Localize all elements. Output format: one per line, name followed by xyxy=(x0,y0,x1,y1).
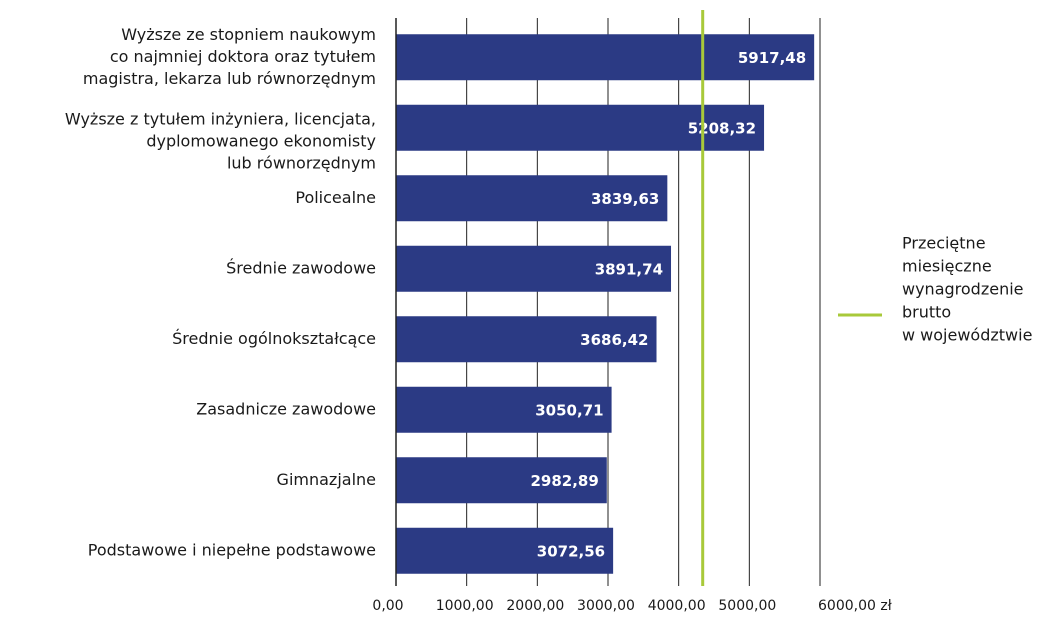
value-label: 2982,89 xyxy=(530,472,598,490)
category-label: Średnie ogólnokształcące xyxy=(172,329,376,348)
bar xyxy=(396,316,657,363)
bar xyxy=(396,457,607,504)
category-label: Wyższe ze stopniem naukowym xyxy=(121,25,376,44)
value-label: 5208,32 xyxy=(688,119,756,137)
value-label: 3891,74 xyxy=(595,260,663,278)
category-label: Podstawowe i niepełne podstawowe xyxy=(88,540,376,559)
x-tick-label: 2000,00 xyxy=(506,598,564,614)
category-label: lub równorzędnym xyxy=(227,153,376,172)
bar xyxy=(396,175,668,222)
category-label: magistra, lekarza lub równorzędnym xyxy=(83,69,376,88)
category-label: Policealne xyxy=(295,188,376,207)
legend-label: wynagrodzenie xyxy=(902,280,1024,299)
category-label: Gimnazjalne xyxy=(277,470,376,489)
legend-label: miesięczne xyxy=(902,257,992,276)
value-label: 3839,63 xyxy=(591,190,659,208)
legend-label: brutto xyxy=(902,303,951,322)
category-label: co najmniej doktora oraz tytułem xyxy=(110,47,376,66)
bar xyxy=(396,386,612,433)
x-tick-label: 0,00 xyxy=(372,598,403,614)
legend-label: w województwie xyxy=(902,326,1032,345)
category-label: Średnie zawodowe xyxy=(226,258,376,277)
x-tick-label: 6000,00 zł xyxy=(818,598,892,614)
x-tick-label: 5000,00 xyxy=(718,598,776,614)
x-tick-label: 1000,00 xyxy=(436,598,494,614)
bar xyxy=(396,527,614,574)
value-label: 3686,42 xyxy=(580,331,648,349)
value-label: 5917,48 xyxy=(738,49,806,67)
x-tick-label: 4000,00 xyxy=(648,598,706,614)
value-label: 3050,71 xyxy=(535,401,603,419)
legend-label: Przeciętne xyxy=(902,234,986,253)
value-label: 3072,56 xyxy=(537,542,605,560)
x-tick-label: 3000,00 xyxy=(577,598,635,614)
category-label: dyplomowanego ekonomisty xyxy=(146,131,376,150)
category-label: Wyższe z tytułem inżyniera, licencjata, xyxy=(65,109,376,128)
bar xyxy=(396,34,815,81)
category-label: Zasadnicze zawodowe xyxy=(196,399,376,418)
bar xyxy=(396,245,672,292)
